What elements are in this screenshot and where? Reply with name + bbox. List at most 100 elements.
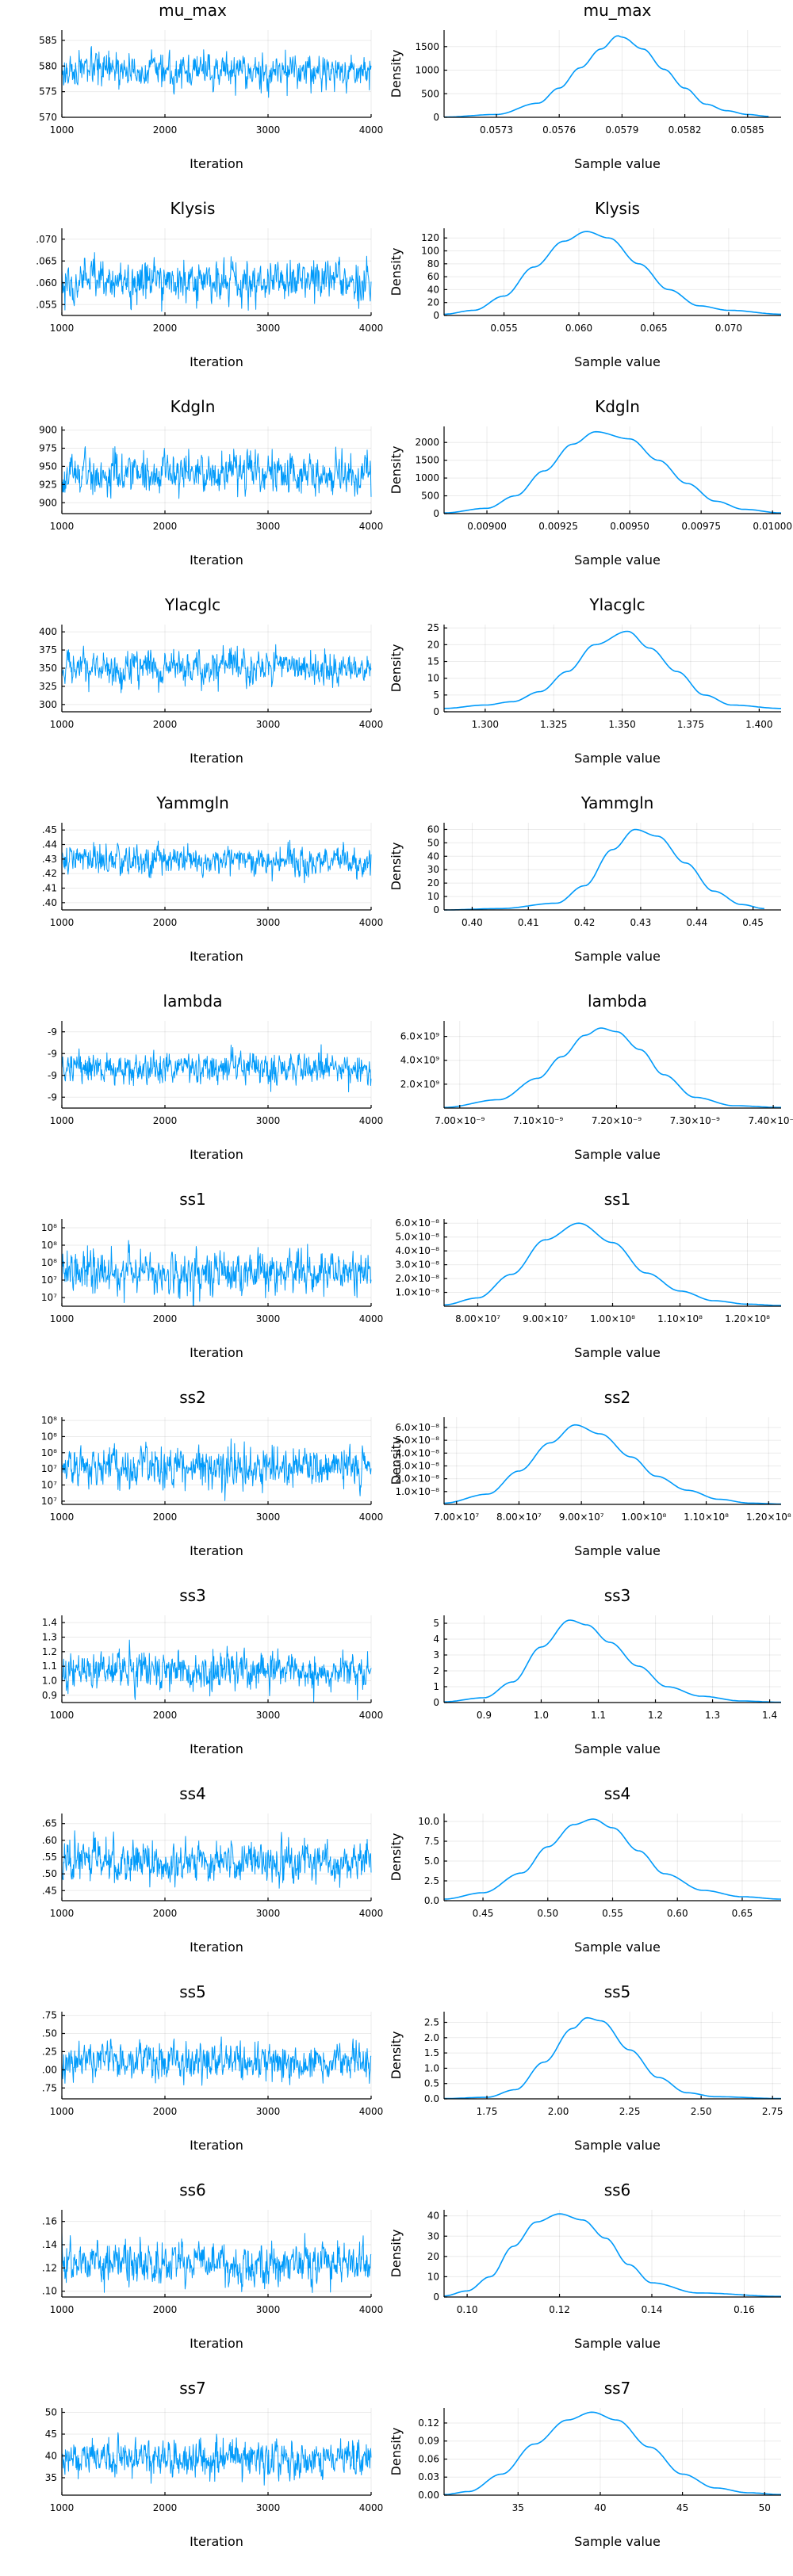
density-x-tick-label: 1.2: [648, 1710, 663, 1721]
trace-x-tick-label: 2000: [153, 521, 178, 532]
trace-x-tick-label: 2000: [153, 1512, 178, 1523]
trace-y-tick-label: 45: [45, 2429, 57, 2440]
trace-x-tick-label: 4000: [359, 2106, 384, 2117]
density-series-line: [444, 1027, 781, 1108]
density-y-tick-label: 2.0×10⁻⁸: [395, 1273, 439, 1284]
trace-panel: 1000 2000 3000 4000 .45 .44 .43 .42 .41 .40 Yammgl…: [42, 793, 383, 964]
trace-panel: 1000 2000 3000 4000 .65 .60 .55 .50 .45 ss4 Iterat…: [42, 1784, 383, 1955]
density-y-tick-label: 3.0×10⁻⁸: [395, 1460, 439, 1471]
density-y-tick-label: 0.00: [418, 2490, 439, 2501]
trace-panel: 1000 2000 3000 4000 .16 .14 .12 .10 ss6 Iteration: [42, 2180, 383, 2351]
density-x-tick-label: 45: [676, 2502, 688, 2513]
density-x-tick-label: 0.44: [686, 917, 707, 928]
trace-y-tick-label: 925: [39, 479, 57, 490]
trace-y-tick-label: .50: [42, 2028, 57, 2039]
panel-row-Klysis: 1000 2000 3000 4000.070.065.060.055KlysisIt…: [36, 199, 781, 369]
trace-x-tick-label: 1000: [50, 2304, 75, 2315]
density-y-tick-label: 4: [433, 1634, 439, 1645]
trace-y-tick-label: .75: [42, 2082, 57, 2093]
trace-title: ss5: [179, 1982, 206, 2001]
trace-x-tick-label: 2000: [153, 124, 178, 136]
panel-row-mu_max: 1000 2000 3000 4000 585 580 575 570 mu_max Iterat…: [39, 1, 781, 171]
density-x-tick-label: 0.12: [549, 2304, 570, 2315]
density-y-tick-label: 20: [427, 2251, 439, 2262]
density-y-tick-label: 10.0: [418, 1816, 439, 1827]
density-x-tick-label: 7.00×10⁷: [434, 1512, 479, 1523]
trace-y-tick-label: 10⁷: [41, 1463, 57, 1474]
density-x-tick-label: 2.00: [548, 2106, 569, 2117]
trace-x-tick-label: 4000: [359, 2502, 384, 2513]
trace-x-tick-label: 1000: [50, 124, 75, 136]
density-x-tick-label: 1.20×10⁸: [746, 1512, 791, 1523]
trace-y-tick-label: .055: [36, 299, 57, 310]
trace-series-line: [61, 446, 372, 499]
trace-y-tick-label: 10⁷: [41, 1496, 57, 1507]
density-x-tick-label: 0.0573: [480, 124, 513, 136]
trace-x-tick-label: 1000: [50, 1512, 75, 1523]
density-x-tick-label: 7.40×10⁻⁹: [749, 1115, 793, 1126]
trace-x-tick-label: 2000: [153, 1115, 178, 1126]
density-y-tick-label: 2.5: [424, 2017, 439, 2028]
density-x-tick-label: 9.00×10⁷: [523, 1313, 568, 1324]
trace-x-tick-label: 3000: [256, 521, 281, 532]
trace-series-line: [61, 1438, 372, 1501]
trace-title: ss7: [179, 2379, 206, 2398]
density-x-tick-label: 1.400: [745, 719, 772, 730]
density-x-tick-label: 0.42: [574, 917, 596, 928]
trace-x-tick-label: 1000: [50, 1313, 75, 1324]
density-x-tick-label: 0.40: [462, 917, 483, 928]
density-x-label: Sample value: [574, 552, 661, 568]
trace-y-tick-label: .45: [42, 824, 57, 835]
trace-x-tick-label: 2000: [153, 719, 178, 730]
trace-panel: 1000 2000 3000 4000 10⁸ 10⁸ 10⁸ 10⁷ 10⁷ 10⁷ ss2 Ite…: [41, 1388, 383, 1558]
trace-y-tick-label: .55: [42, 1852, 57, 1863]
density-x-label: Sample value: [574, 949, 661, 964]
trace-y-tick-label: 10⁷: [41, 1275, 57, 1286]
density-x-tick-label: 1.3: [705, 1710, 720, 1721]
density-panel: 7.00×10⁷ 8.00×10⁷ 9.00×10⁷ 1.00×10⁸ 1.10×10⁸…: [389, 1388, 791, 1558]
density-x-label: Sample value: [574, 1741, 661, 1756]
density-y-label: Density: [389, 1833, 404, 1882]
density-y-tick-label: 5.0×10⁻⁸: [395, 1435, 439, 1446]
trace-x-tick-label: 1000: [50, 2106, 75, 2117]
trace-y-tick-label: .45: [42, 1885, 57, 1896]
trace-y-tick-label: 10⁸: [41, 1240, 57, 1251]
trace-y-tick-label: 570: [39, 112, 57, 123]
trace-x-tick-label: 1000: [50, 917, 75, 928]
trace-x-tick-label: 4000: [359, 1313, 384, 1324]
trace-y-tick-label: 900: [39, 425, 57, 436]
density-x-tick-label: 7.30×10⁻⁹: [670, 1115, 720, 1126]
trace-y-tick-label: 50: [45, 2407, 57, 2418]
trace-x-tick-label: 4000: [359, 719, 384, 730]
trace-y-tick-label: .10: [42, 2286, 57, 2297]
density-x-tick-label: 0.01000: [753, 521, 792, 532]
density-y-tick-label: 1.0×10⁻⁸: [395, 1486, 439, 1497]
density-y-tick-label: 2.5: [424, 1875, 439, 1886]
trace-y-tick-label: .44: [42, 839, 57, 850]
trace-x-label: Iteration: [190, 1940, 243, 1955]
density-y-tick-label: 100: [421, 246, 439, 257]
trace-y-tick-label: 10⁷: [41, 1480, 57, 1491]
density-title: Yammgln: [580, 793, 654, 812]
density-x-tick-label: 0.00950: [610, 521, 649, 532]
trace-y-tick-label: -9: [48, 1070, 57, 1081]
trace-series-line: [61, 2231, 372, 2293]
trace-title: Klysis: [170, 199, 216, 218]
trace-y-tick-label: .12: [42, 2262, 57, 2273]
density-y-tick-label: 2.0×10⁻⁸: [395, 1473, 439, 1485]
density-x-tick-label: 0.60: [667, 1908, 688, 1919]
density-series-line: [443, 1222, 781, 1306]
density-x-tick-label: 40: [594, 2502, 606, 2513]
trace-title: Kdgln: [170, 397, 216, 416]
density-y-tick-label: 0.09: [418, 2436, 439, 2447]
density-x-tick-label: 1.10×10⁸: [657, 1313, 703, 1324]
trace-y-tick-label: .070: [36, 234, 57, 245]
density-title: lambda: [588, 992, 647, 1011]
trace-y-tick-label: 325: [39, 681, 57, 692]
density-y-tick-label: 40: [427, 2211, 439, 2222]
density-y-tick-label: 7.5: [424, 1836, 439, 1847]
trace-y-tick-label: 1.3: [42, 1632, 57, 1643]
trace-series-line: [61, 1830, 372, 1889]
trace-x-tick-label: 3000: [256, 1908, 281, 1919]
